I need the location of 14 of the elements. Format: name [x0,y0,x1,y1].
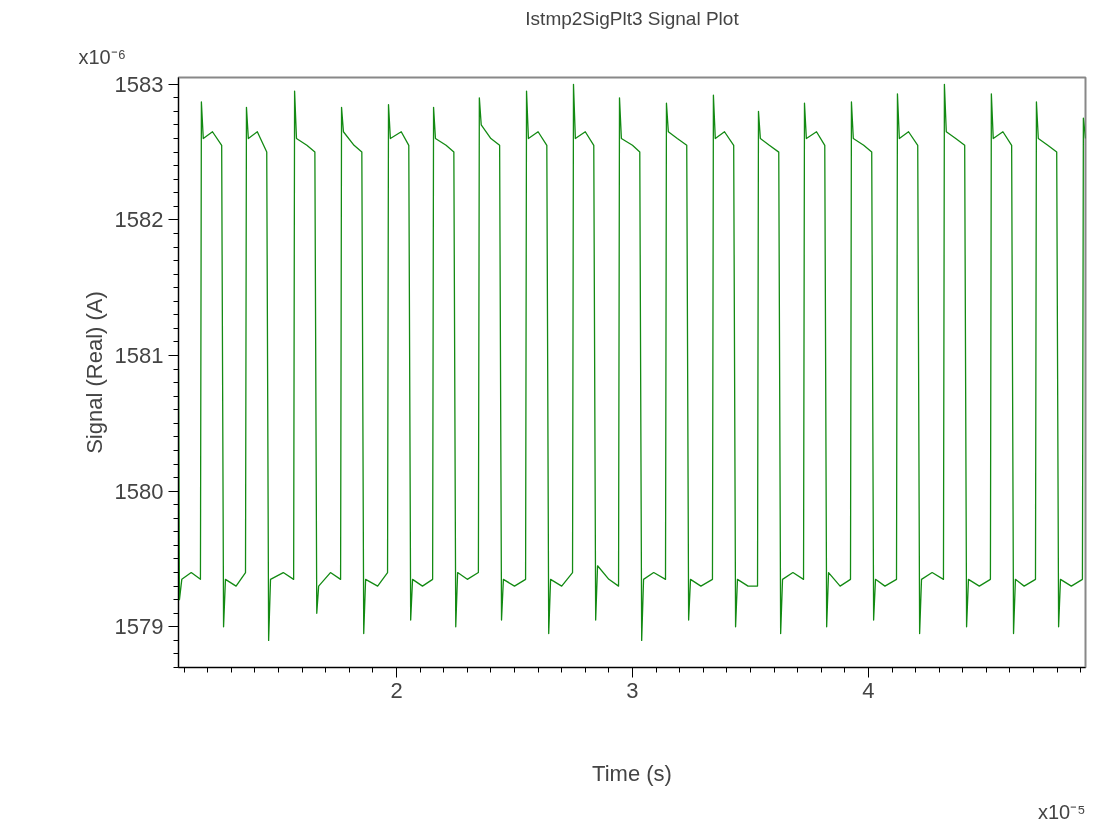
x-axis-title: Time (s) [592,760,672,786]
text: x10⁻⁶ [78,45,126,68]
x-tick-label: 4 [862,677,875,703]
line-series [178,83,1086,642]
y-tick-label: 1580 [114,478,164,504]
y-tick-label: 1583 [114,71,164,97]
x-tick-label: 3 [626,677,639,703]
text: x10⁻⁵ [1037,800,1086,823]
x-tick-label: 2 [390,677,403,703]
y-tick-label: 1581 [114,343,164,369]
chart-title: Istmp2SigPlt3 Signal Plot [525,7,740,29]
y-axis-title: Signal (Real) (A) [81,291,107,454]
y-tick-label: 1579 [114,614,164,640]
y-tick-label: 1582 [114,207,164,233]
